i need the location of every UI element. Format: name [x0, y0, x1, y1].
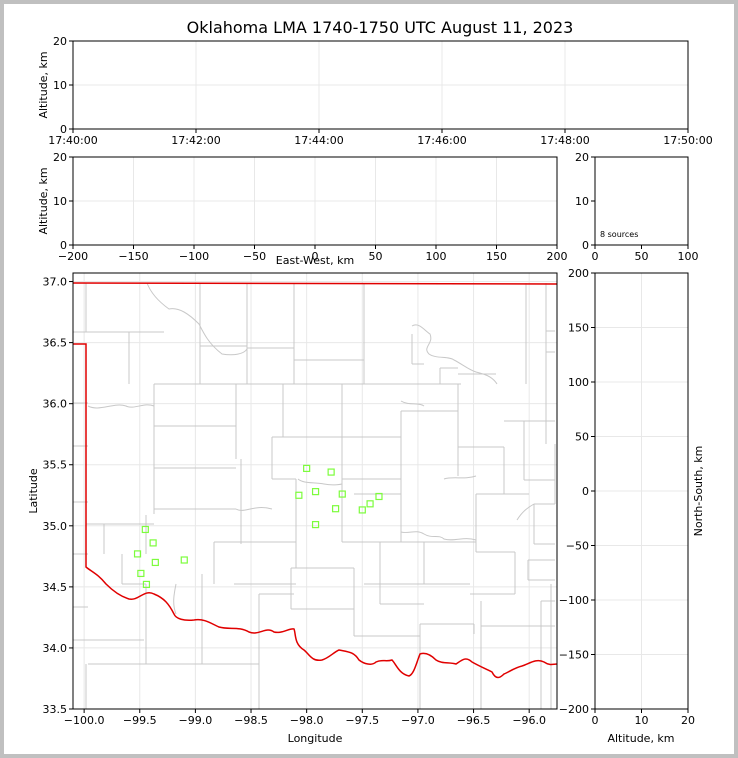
- x-tick-label: 200: [547, 250, 568, 263]
- lightning-source-point: [180, 556, 188, 564]
- altitude-eastwest-ylabel: Altitude, km: [37, 167, 50, 234]
- x-tick-label: 17:44:00: [294, 134, 343, 147]
- y-tick-label: 200: [568, 267, 589, 280]
- x-tick-label: 17:42:00: [171, 134, 220, 147]
- x-tick-label: −97.0: [401, 714, 435, 727]
- y-tick-label: 20: [575, 151, 589, 164]
- x-tick-label: −98.0: [290, 714, 324, 727]
- altitude-northsouth-xlabel: Altitude, km: [607, 732, 674, 745]
- lightning-source-point: [295, 491, 303, 499]
- y-tick-label: 34.5: [43, 581, 68, 594]
- lightning-source-point: [366, 500, 374, 508]
- y-tick-label: 10: [53, 79, 67, 92]
- source-histogram-panel: 0 50 100 0 10 20 8 sources: [575, 151, 699, 263]
- y-tick-label: 10: [575, 195, 589, 208]
- y-tick-label: −50: [566, 540, 589, 553]
- y-tick-label: 35.0: [43, 520, 68, 533]
- y-tick-label: 36.5: [43, 337, 68, 350]
- y-tick-label: 0: [60, 123, 67, 136]
- state-border-outline: [73, 282, 557, 679]
- lightning-source-point: [137, 569, 145, 578]
- y-tick-label: −100: [559, 594, 589, 607]
- x-tick-label: −98.5: [234, 714, 268, 727]
- x-tick-label: 17:50:00: [663, 134, 712, 147]
- y-tick-label: 37.0: [43, 276, 68, 289]
- source-count-annotation: 8 sources: [600, 230, 638, 239]
- lightning-source-point: [338, 490, 346, 498]
- x-tick-label: −100.0: [64, 714, 105, 727]
- y-tick-label: 10: [53, 195, 67, 208]
- figure-canvas: Oklahoma LMA 1740-1750 UTC August 11, 20…: [27, 18, 713, 745]
- x-tick-label: 17:40:00: [48, 134, 97, 147]
- lightning-source-point: [331, 505, 340, 513]
- x-tick-label: −200: [58, 250, 88, 263]
- y-tick-label: 35.5: [43, 459, 68, 472]
- y-tick-label: −200: [559, 703, 589, 716]
- y-tick-label: −150: [559, 649, 589, 662]
- y-tick-label: 20: [53, 35, 67, 48]
- x-tick-label: −50: [243, 250, 266, 263]
- lightning-source-point: [303, 464, 311, 473]
- x-tick-label: −100: [179, 250, 209, 263]
- altitude-time-panel: 17:40:00 17:42:00 17:44:00 17:46:00 17:48:00…: [37, 35, 713, 147]
- plan-view-xlabel: Longitude: [288, 732, 343, 745]
- figure-title: Oklahoma LMA 1740-1750 UTC August 11, 20…: [187, 18, 574, 37]
- altitude-northsouth-panel: 0 10 20 −200 −150 −100 −50 0 50 100 150 200 North-S…: [559, 267, 705, 745]
- y-tick-label: 36.0: [43, 398, 68, 411]
- x-tick-label: −99.5: [123, 714, 157, 727]
- y-tick-label: 100: [568, 376, 589, 389]
- x-tick-label: 150: [486, 250, 507, 263]
- x-tick-label: 0: [592, 250, 599, 263]
- x-tick-label: −96.5: [457, 714, 491, 727]
- lightning-source-point: [327, 468, 335, 476]
- altitude-time-ylabel: Altitude, km: [37, 51, 50, 118]
- y-tick-label: 50: [575, 431, 589, 444]
- figure: Oklahoma LMA 1740-1750 UTC August 11, 20…: [4, 4, 734, 754]
- lightning-source-point: [151, 558, 159, 567]
- lightning-source-point: [141, 525, 149, 534]
- x-tick-label: 17:46:00: [417, 134, 466, 147]
- x-tick-label: 20: [681, 714, 695, 727]
- lightning-source-point: [375, 492, 383, 501]
- y-tick-label: 0: [60, 239, 67, 252]
- x-tick-label: −150: [118, 250, 148, 263]
- lightning-source-point: [133, 550, 142, 558]
- y-tick-label: 33.5: [43, 703, 68, 716]
- x-tick-label: −96.0: [512, 714, 546, 727]
- y-tick-label: 0: [582, 485, 589, 498]
- lightning-source-point: [358, 506, 366, 514]
- y-tick-label: 150: [568, 322, 589, 335]
- x-tick-label: −99.0: [179, 714, 213, 727]
- y-tick-label: 0: [582, 239, 589, 252]
- plan-view-axes: [72, 272, 558, 710]
- x-tick-label: 17:48:00: [540, 134, 589, 147]
- altitude-eastwest-xlabel: East-West, km: [276, 254, 354, 267]
- county-borders: [73, 282, 556, 709]
- plan-view-map-panel: −100.0 −99.5 −99.0 −98.5 −98.0 −97.5 −97.0 −96.…: [27, 272, 558, 745]
- x-tick-label: 100: [426, 250, 447, 263]
- plan-view-ylabel: Latitude: [27, 468, 40, 514]
- lightning-source-point: [311, 520, 320, 529]
- lightning-source-point: [142, 580, 151, 589]
- x-tick-label: 0: [592, 714, 599, 727]
- x-tick-label: 50: [369, 250, 383, 263]
- x-tick-label: 10: [635, 714, 649, 727]
- x-tick-label: −97.5: [345, 714, 379, 727]
- lightning-source-point: [311, 488, 320, 496]
- altitude-northsouth-ylabel: North-South, km: [692, 446, 705, 537]
- altitude-eastwest-panel: −200 −150 −100 −50 0 50 100 150 200 0 10 20 Altitud…: [37, 151, 568, 267]
- lightning-source-point: [149, 539, 157, 547]
- y-tick-label: 20: [53, 151, 67, 164]
- x-tick-label: 0: [312, 250, 319, 263]
- y-tick-label: 34.0: [43, 642, 68, 655]
- x-tick-label: 50: [635, 250, 649, 263]
- x-tick-label: 100: [678, 250, 699, 263]
